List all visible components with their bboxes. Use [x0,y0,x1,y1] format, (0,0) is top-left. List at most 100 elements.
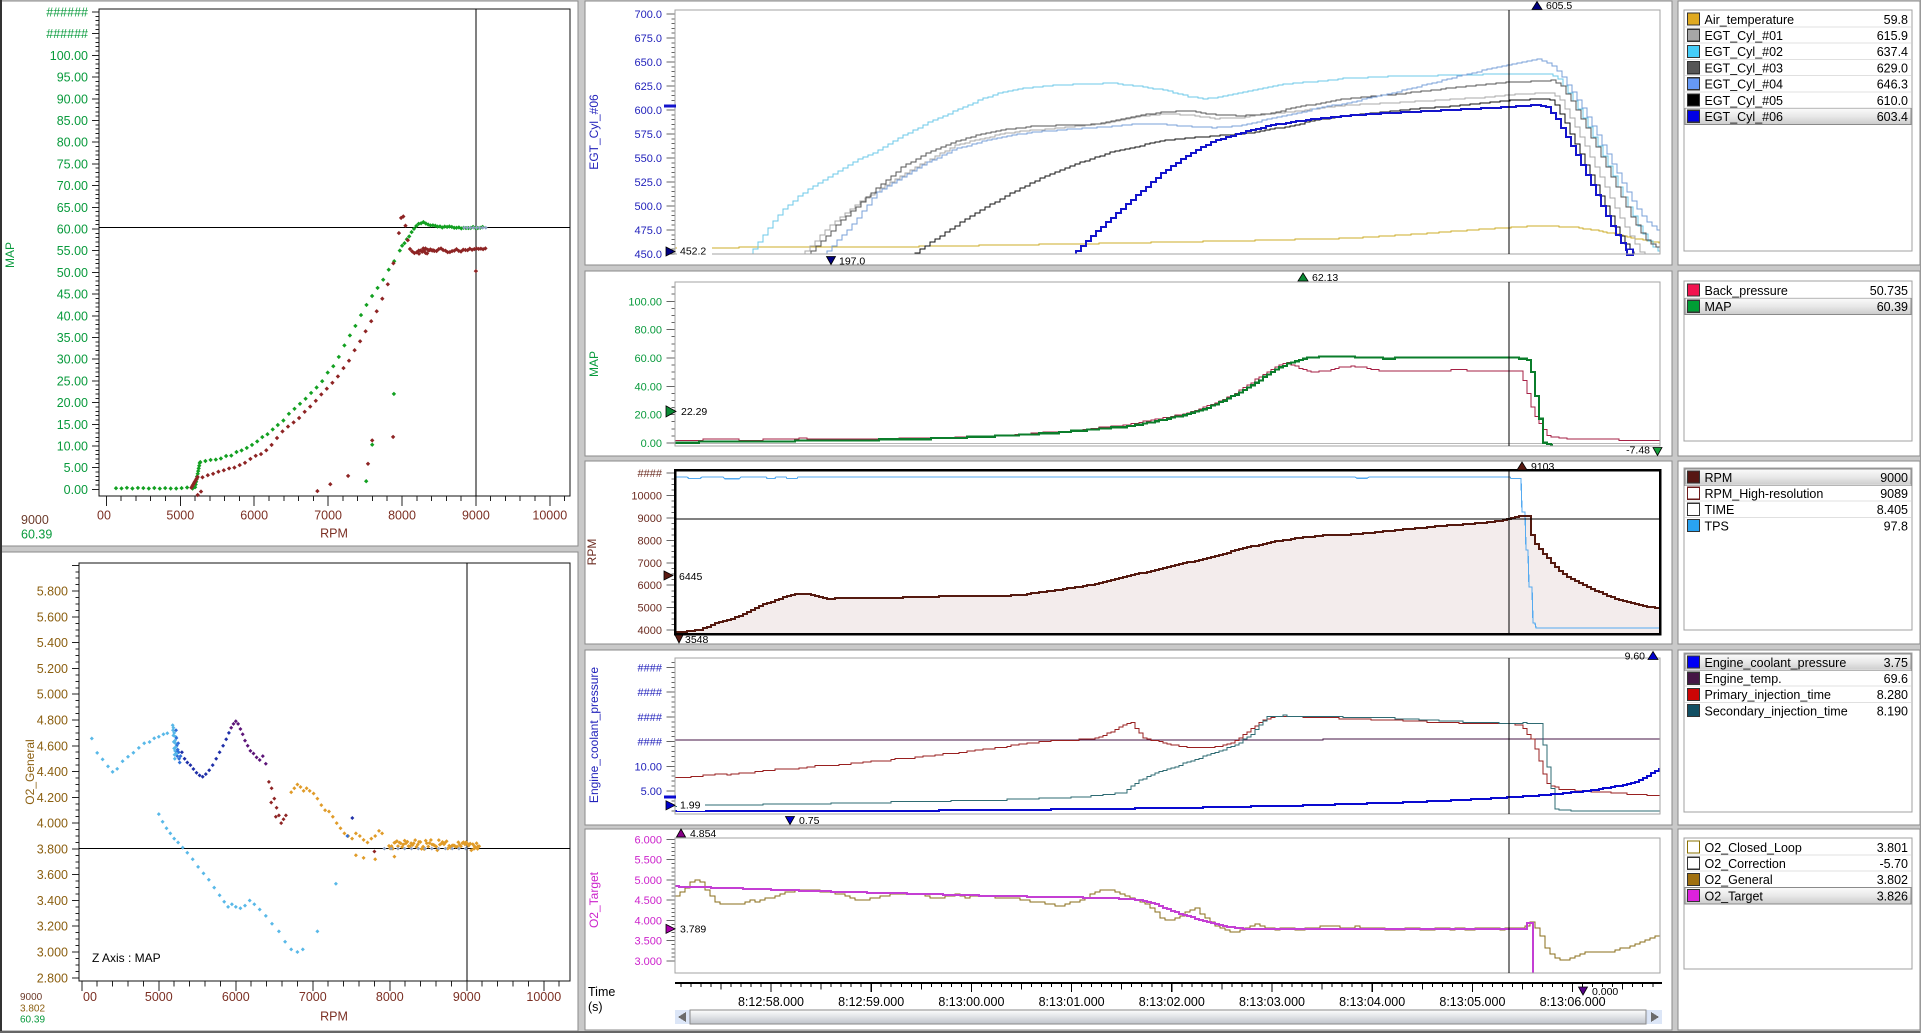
svg-text:475.0: 475.0 [634,225,662,237]
svg-text:4.600: 4.600 [37,739,68,753]
svg-text:####: #### [638,712,663,724]
svg-text:EGT_Cyl_#05: EGT_Cyl_#05 [1705,94,1784,108]
svg-text:9.60: 9.60 [1625,651,1646,663]
svg-text:00: 00 [97,509,111,523]
svg-text:8.190: 8.190 [1877,704,1908,718]
svg-text:646.3: 646.3 [1877,78,1908,92]
svg-text:1.99: 1.99 [680,800,701,812]
svg-text:3.802: 3.802 [20,1003,45,1014]
svg-text:Air_temperature: Air_temperature [1705,13,1795,27]
svg-text:8:13:01.000: 8:13:01.000 [1039,995,1105,1009]
svg-text:EGT_Cyl_#01: EGT_Cyl_#01 [1705,29,1784,43]
svg-text:60.39: 60.39 [21,528,52,542]
svg-text:0.00: 0.00 [64,483,88,497]
svg-text:625.0: 625.0 [634,81,662,93]
svg-text:9000: 9000 [1880,471,1908,485]
svg-text:TPS: TPS [1705,519,1729,533]
svg-text:5.500: 5.500 [634,855,662,867]
svg-text:3.802: 3.802 [1877,873,1908,887]
svg-text:8000: 8000 [376,990,404,1004]
svg-text:RPM: RPM [1705,471,1733,485]
svg-text:605.5: 605.5 [1546,0,1572,12]
svg-text:10.00: 10.00 [634,761,662,773]
svg-text:4.200: 4.200 [37,791,68,805]
svg-text:####: #### [638,687,663,699]
svg-text:5.000: 5.000 [37,688,68,702]
svg-text:O2_General: O2_General [1705,873,1773,887]
svg-text:4.854: 4.854 [690,828,716,840]
svg-text:####: #### [638,737,663,749]
svg-text:15.00: 15.00 [57,418,88,432]
svg-text:4.800: 4.800 [37,714,68,728]
svg-text:650.0: 650.0 [634,57,662,69]
svg-text:8:13:04.000: 8:13:04.000 [1339,995,1405,1009]
svg-text:O2_Correction: O2_Correction [1705,857,1786,871]
svg-text:65.00: 65.00 [57,201,88,215]
svg-text:8.280: 8.280 [1877,688,1908,702]
svg-text:10.00: 10.00 [57,440,88,454]
svg-text:Engine_coolant_pressure: Engine_coolant_pressure [1705,656,1847,670]
svg-text:95.00: 95.00 [57,71,88,85]
svg-text:6000: 6000 [638,580,662,592]
svg-text:10000: 10000 [526,990,561,1004]
svg-text:525.0: 525.0 [634,177,662,189]
svg-text:8:13:00.000: 8:13:00.000 [938,995,1004,1009]
svg-text:Engine_coolant_pressure: Engine_coolant_pressure [587,667,601,803]
svg-text:629.0: 629.0 [1877,61,1908,75]
svg-text:Back_pressure: Back_pressure [1705,284,1788,298]
svg-text:5000: 5000 [145,990,173,1004]
svg-text:6445: 6445 [679,571,703,583]
svg-text:0.75: 0.75 [799,815,820,827]
svg-text:9000: 9000 [462,509,490,523]
svg-text:7000: 7000 [299,990,327,1004]
svg-text:MAP: MAP [1705,300,1732,314]
svg-text:Time: Time [588,985,615,999]
svg-text:RPM: RPM [320,527,348,541]
svg-text:3.826: 3.826 [1877,889,1908,903]
svg-text:100.00: 100.00 [50,49,88,63]
svg-text:700.0: 700.0 [634,9,662,21]
svg-text:35.00: 35.00 [57,331,88,345]
svg-text:60.39: 60.39 [1877,300,1908,314]
svg-text:3548: 3548 [685,634,709,646]
svg-text:6.000: 6.000 [634,834,662,846]
svg-text:3.789: 3.789 [680,924,706,936]
svg-text:-5.70: -5.70 [1880,857,1909,871]
svg-text:8:13:03.000: 8:13:03.000 [1239,995,1305,1009]
svg-text:452.2: 452.2 [680,246,706,258]
svg-text:22.29: 22.29 [681,406,707,418]
svg-text:O2_Closed_Loop: O2_Closed_Loop [1705,841,1802,855]
svg-text:100.00: 100.00 [628,296,662,308]
svg-text:(s): (s) [588,1000,603,1014]
svg-text:7000: 7000 [638,558,662,570]
svg-text:62.13: 62.13 [1312,272,1338,284]
svg-text:8:12:59.000: 8:12:59.000 [838,995,904,1009]
svg-text:20.00: 20.00 [634,410,662,422]
svg-text:637.4: 637.4 [1877,45,1908,59]
svg-text:5.200: 5.200 [37,662,68,676]
svg-text:10000: 10000 [532,509,567,523]
svg-text:50.735: 50.735 [1870,284,1908,298]
svg-text:9000: 9000 [20,992,43,1003]
svg-text:RPM: RPM [585,539,599,566]
svg-text:3.000: 3.000 [37,946,68,960]
svg-text:5.00: 5.00 [641,786,662,798]
svg-text:######: ###### [46,27,88,41]
svg-text:O2_Target: O2_Target [587,871,601,928]
svg-text:45.00: 45.00 [57,288,88,302]
svg-text:8000: 8000 [638,535,662,547]
svg-text:30.00: 30.00 [57,353,88,367]
svg-text:3.801: 3.801 [1877,841,1908,855]
svg-text:615.9: 615.9 [1877,29,1908,43]
svg-text:55.00: 55.00 [57,244,88,258]
svg-text:EGT_Cyl_#06: EGT_Cyl_#06 [587,94,601,170]
svg-text:10000: 10000 [631,491,662,503]
svg-text:3.000: 3.000 [634,956,662,968]
svg-text:9103: 9103 [1531,461,1555,473]
svg-text:Primary_injection_time: Primary_injection_time [1705,688,1831,702]
svg-text:3.800: 3.800 [37,842,68,856]
svg-text:5.800: 5.800 [37,585,68,599]
svg-text:197.0: 197.0 [839,256,865,268]
svg-text:8:12:58.000: 8:12:58.000 [738,995,804,1009]
svg-text:60.00: 60.00 [634,353,662,365]
